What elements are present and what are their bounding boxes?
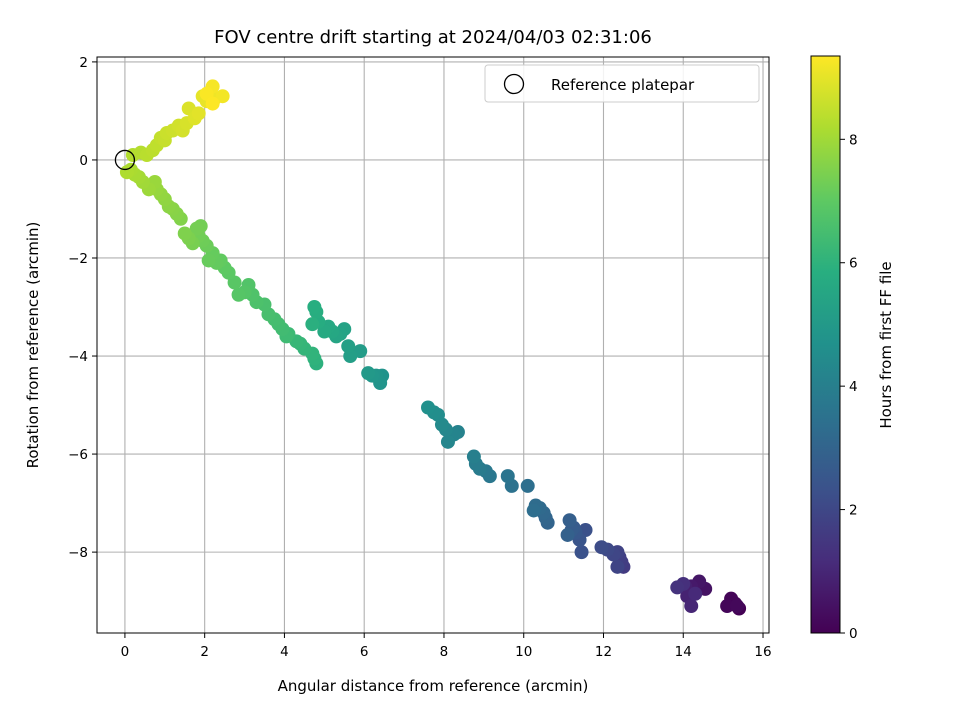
legend-entry: Reference platepar — [551, 76, 695, 94]
x-tick-label: 14 — [675, 644, 692, 660]
colorbar-tick-label: 8 — [849, 132, 858, 148]
x-tick-label: 2 — [200, 644, 209, 660]
colorbar-label: Hours from first FF file — [877, 261, 895, 428]
legend-marker — [503, 73, 525, 95]
data-point — [500, 469, 515, 484]
legend: Reference platepar — [484, 64, 760, 103]
colorbar-tick-label: 2 — [849, 503, 858, 519]
plot-frame — [96, 56, 770, 634]
data-point — [307, 300, 322, 315]
data-point — [215, 89, 230, 104]
data-point — [201, 253, 216, 268]
x-tick-label: 4 — [280, 644, 289, 660]
data-point — [688, 586, 703, 601]
x-tick-label: 16 — [754, 644, 771, 660]
y-tick-label: 2 — [79, 55, 88, 71]
y-tick-label: −8 — [68, 545, 88, 561]
data-point — [421, 400, 436, 415]
data-point — [730, 599, 745, 614]
data-point — [466, 449, 481, 464]
data-point — [520, 478, 535, 493]
data-point — [684, 599, 699, 614]
scatter-points — [119, 79, 747, 616]
data-point — [610, 559, 625, 574]
y-tick-label: −2 — [68, 251, 88, 267]
data-point — [560, 527, 575, 542]
data-point — [341, 339, 356, 354]
colorbar — [810, 55, 841, 634]
data-point — [361, 366, 376, 381]
data-point — [205, 96, 220, 111]
data-point — [526, 503, 541, 518]
colorbar-ticks: 0 2 4 6 8 — [840, 132, 858, 642]
legend-box — [484, 64, 760, 103]
data-point — [189, 221, 204, 236]
data-point — [574, 545, 589, 560]
x-tick-label: 10 — [515, 644, 532, 660]
x-tick-label: 0 — [121, 644, 130, 660]
data-point — [720, 599, 735, 614]
data-point — [191, 106, 206, 121]
data-point — [177, 226, 192, 241]
y-axis-ticks: −8 −6 −4 −2 0 2 — [68, 55, 97, 561]
reference-point — [114, 149, 136, 171]
data-point — [440, 434, 455, 449]
y-tick-label: 0 — [79, 153, 88, 169]
data-point — [305, 317, 320, 332]
data-point — [231, 287, 246, 302]
x-tick-label: 12 — [595, 644, 612, 660]
chart-title: FOV centre drift starting at 2024/04/03 … — [214, 27, 652, 48]
y-axis-label: Rotation from reference (arcmin) — [24, 222, 42, 469]
x-axis-ticks: 0 2 4 6 8 10 12 14 16 — [121, 633, 772, 660]
x-tick-label: 8 — [440, 644, 449, 660]
data-point — [562, 513, 577, 528]
data-point — [670, 580, 685, 595]
colorbar-tick-label: 4 — [849, 379, 858, 395]
y-tick-label: −4 — [68, 349, 88, 365]
data-point — [594, 540, 609, 555]
x-axis-label: Angular distance from reference (arcmin) — [278, 677, 589, 695]
y-tick-label: −6 — [68, 447, 88, 463]
x-tick-label: 6 — [360, 644, 369, 660]
colorbar-tick-label: 6 — [849, 256, 858, 272]
grid — [97, 57, 769, 633]
colorbar-tick-label: 0 — [849, 626, 858, 642]
reference-marker — [114, 149, 136, 171]
